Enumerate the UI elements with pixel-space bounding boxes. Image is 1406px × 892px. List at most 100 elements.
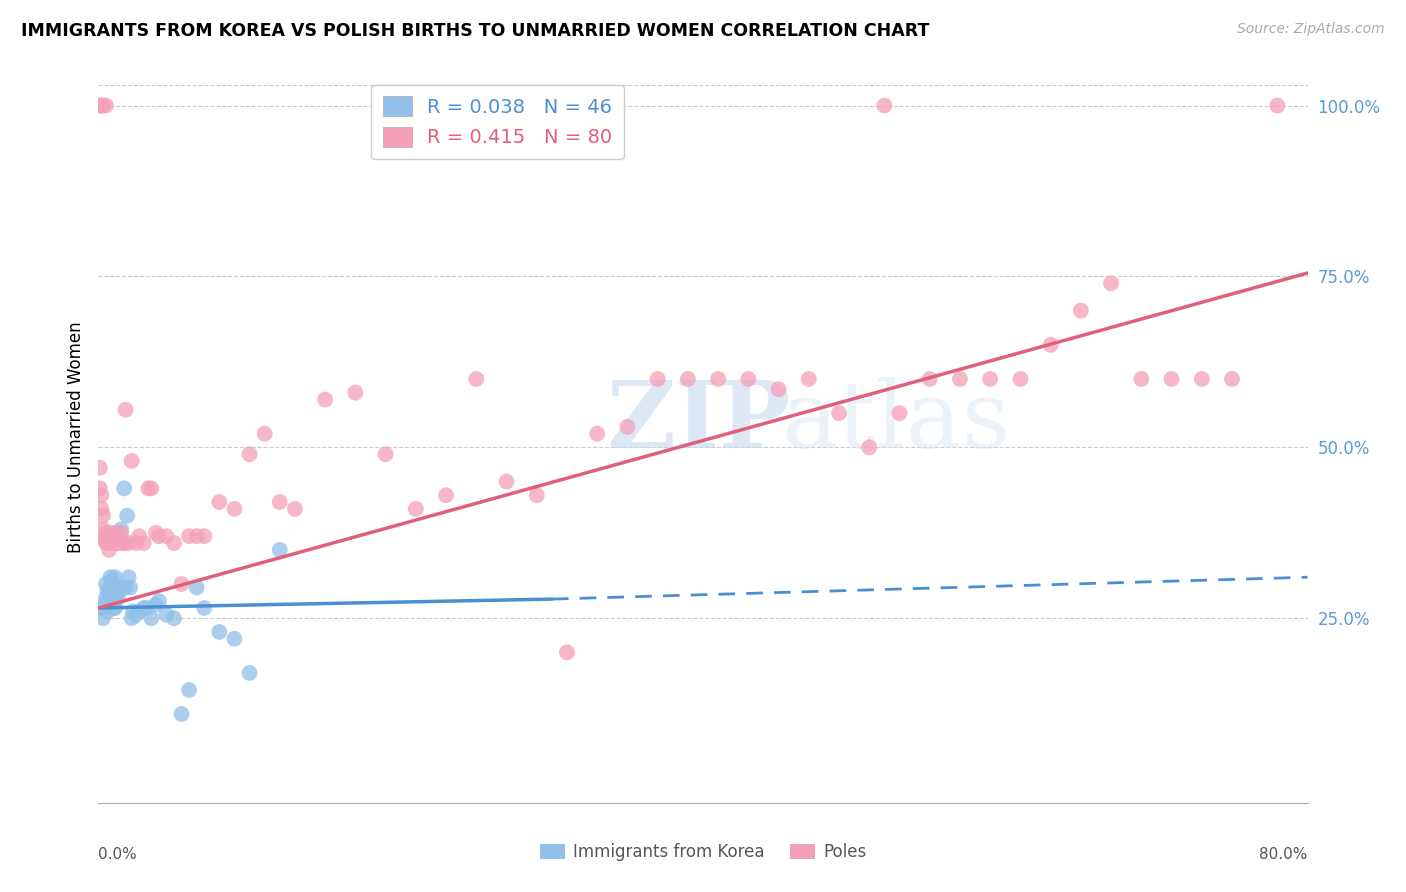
Point bbox=[1267, 98, 1289, 112]
Point bbox=[434, 488, 457, 502]
Point bbox=[105, 525, 128, 540]
Point bbox=[768, 382, 790, 396]
Point bbox=[125, 607, 148, 622]
Point bbox=[889, 406, 911, 420]
Point bbox=[224, 501, 246, 516]
Legend: Immigrants from Korea, Poles: Immigrants from Korea, Poles bbox=[533, 837, 873, 868]
Point bbox=[586, 426, 609, 441]
Point bbox=[91, 508, 114, 523]
Point bbox=[90, 98, 112, 112]
Point bbox=[89, 98, 111, 112]
Point bbox=[112, 536, 135, 550]
Point bbox=[91, 611, 114, 625]
Point bbox=[374, 447, 396, 461]
Point bbox=[98, 581, 121, 595]
Point bbox=[145, 525, 167, 540]
Point bbox=[148, 594, 170, 608]
Point bbox=[112, 481, 135, 495]
Point bbox=[90, 501, 112, 516]
Point bbox=[145, 598, 167, 612]
Point bbox=[96, 604, 118, 618]
Point bbox=[858, 440, 880, 454]
Point bbox=[148, 529, 170, 543]
Point bbox=[873, 98, 896, 112]
Point bbox=[128, 604, 150, 618]
Point bbox=[100, 583, 122, 598]
Point bbox=[105, 587, 128, 601]
Point bbox=[121, 611, 143, 625]
Point bbox=[647, 372, 669, 386]
Point bbox=[676, 372, 699, 386]
Point bbox=[98, 587, 121, 601]
Point bbox=[1010, 372, 1032, 386]
Point bbox=[495, 475, 517, 489]
Point bbox=[89, 460, 111, 475]
Point bbox=[104, 601, 127, 615]
Text: 80.0%: 80.0% bbox=[1260, 847, 1308, 862]
Point bbox=[115, 508, 138, 523]
Point bbox=[239, 447, 262, 461]
Point bbox=[132, 601, 155, 615]
Point bbox=[208, 495, 231, 509]
Point bbox=[1160, 372, 1182, 386]
Point bbox=[707, 372, 730, 386]
Point bbox=[104, 536, 127, 550]
Point bbox=[405, 501, 427, 516]
Point bbox=[103, 601, 125, 615]
Point bbox=[465, 372, 488, 386]
Point bbox=[91, 522, 114, 536]
Point bbox=[110, 525, 132, 540]
Point bbox=[94, 591, 117, 605]
Point bbox=[314, 392, 336, 407]
Text: atlas: atlas bbox=[782, 377, 1011, 467]
Point bbox=[186, 529, 208, 543]
Point bbox=[98, 542, 121, 557]
Point bbox=[284, 501, 307, 516]
Point bbox=[224, 632, 246, 646]
Point bbox=[208, 624, 231, 639]
Point bbox=[136, 481, 159, 495]
Point bbox=[1099, 277, 1122, 291]
Point bbox=[111, 581, 134, 595]
Point bbox=[101, 574, 124, 588]
Point bbox=[170, 706, 193, 721]
Text: 0.0%: 0.0% bbox=[98, 847, 138, 862]
Point bbox=[120, 581, 142, 595]
Point bbox=[111, 536, 134, 550]
Point bbox=[101, 581, 124, 595]
Point bbox=[163, 611, 186, 625]
Point bbox=[125, 536, 148, 550]
Point bbox=[269, 542, 291, 557]
Point bbox=[118, 570, 141, 584]
Point bbox=[108, 581, 131, 595]
Point bbox=[186, 581, 208, 595]
Point bbox=[155, 529, 177, 543]
Point bbox=[114, 402, 136, 417]
Point bbox=[103, 594, 125, 608]
Point bbox=[737, 372, 759, 386]
Point bbox=[104, 570, 127, 584]
Point bbox=[1130, 372, 1153, 386]
Point bbox=[128, 529, 150, 543]
Point bbox=[94, 577, 117, 591]
Point bbox=[101, 529, 124, 543]
Point bbox=[193, 601, 215, 615]
Point bbox=[555, 645, 578, 659]
Point bbox=[94, 98, 117, 112]
Point bbox=[90, 601, 112, 615]
Point bbox=[118, 536, 141, 550]
Point bbox=[103, 536, 125, 550]
Point bbox=[797, 372, 820, 386]
Point bbox=[100, 570, 122, 584]
Point bbox=[949, 372, 972, 386]
Point bbox=[89, 98, 111, 112]
Point bbox=[1191, 372, 1213, 386]
Point bbox=[163, 536, 186, 550]
Text: IMMIGRANTS FROM KOREA VS POLISH BIRTHS TO UNMARRIED WOMEN CORRELATION CHART: IMMIGRANTS FROM KOREA VS POLISH BIRTHS T… bbox=[21, 22, 929, 40]
Point bbox=[179, 683, 201, 698]
Point bbox=[122, 604, 145, 618]
Point bbox=[1220, 372, 1243, 386]
Point bbox=[193, 529, 215, 543]
Y-axis label: Births to Unmarried Women: Births to Unmarried Women bbox=[66, 321, 84, 553]
Point bbox=[616, 420, 638, 434]
